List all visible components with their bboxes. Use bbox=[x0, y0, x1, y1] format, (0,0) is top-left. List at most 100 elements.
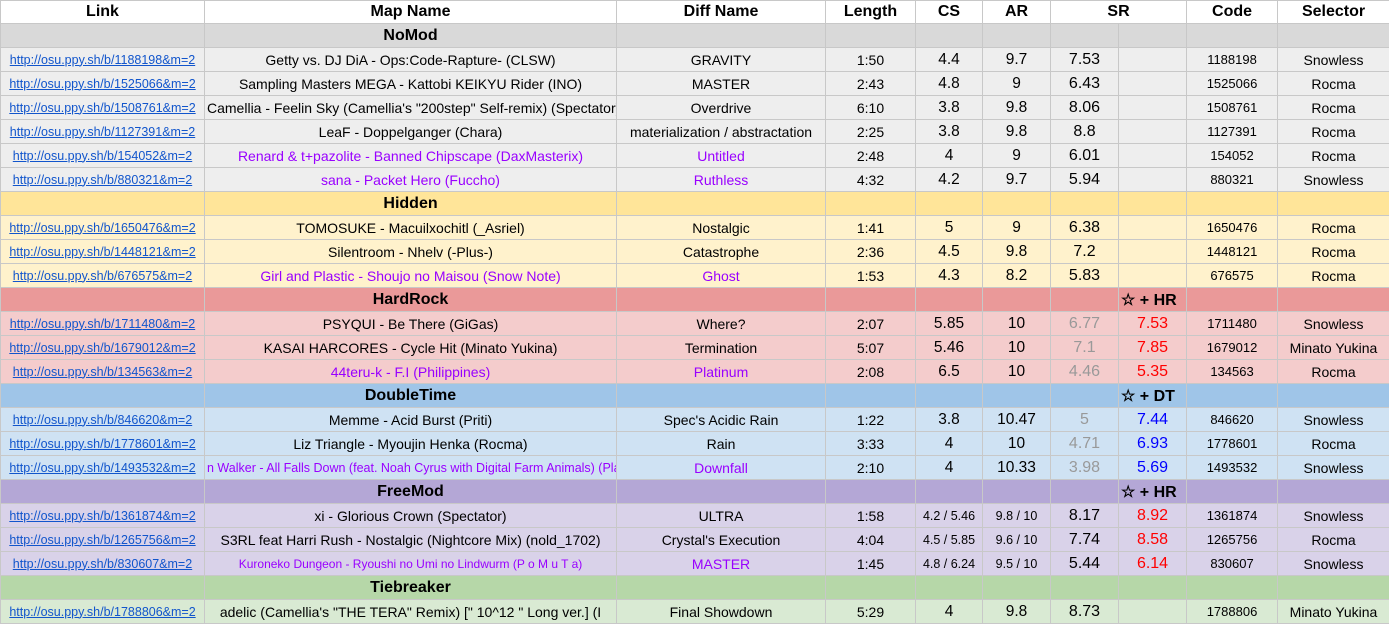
section-empty-cell[interactable] bbox=[1, 192, 205, 216]
section-empty-cell[interactable] bbox=[983, 288, 1051, 312]
section-empty-cell[interactable] bbox=[826, 480, 916, 504]
ar-cell[interactable]: 8.2 bbox=[983, 264, 1051, 288]
section-empty-cell[interactable] bbox=[916, 384, 983, 408]
sr-mod-cell[interactable] bbox=[1119, 48, 1187, 72]
ar-cell[interactable]: 9 bbox=[983, 72, 1051, 96]
section-empty-cell[interactable] bbox=[617, 288, 826, 312]
diff-name-cell[interactable]: Nostalgic bbox=[617, 216, 826, 240]
sr-mod-cell[interactable] bbox=[1119, 96, 1187, 120]
cs-cell[interactable]: 4 bbox=[916, 432, 983, 456]
sr-mod-cell[interactable]: 7.53 bbox=[1119, 312, 1187, 336]
section-empty-cell[interactable] bbox=[1, 480, 205, 504]
ar-cell[interactable]: 10 bbox=[983, 312, 1051, 336]
section-empty-cell[interactable] bbox=[1278, 384, 1389, 408]
section-empty-cell[interactable] bbox=[983, 480, 1051, 504]
selector-cell[interactable]: Rocma bbox=[1278, 72, 1389, 96]
sr-mod-cell[interactable] bbox=[1119, 600, 1187, 624]
selector-cell[interactable]: Rocma bbox=[1278, 264, 1389, 288]
selector-cell[interactable]: Rocma bbox=[1278, 360, 1389, 384]
sr-cell[interactable]: 8.73 bbox=[1051, 600, 1119, 624]
beatmap-link[interactable]: http://osu.ppy.sh/b/1265756&m=2 bbox=[9, 533, 195, 547]
col-header-map-name[interactable]: Map Name bbox=[205, 1, 617, 24]
beatmap-link[interactable]: http://osu.ppy.sh/b/1778601&m=2 bbox=[9, 437, 195, 451]
code-cell[interactable]: 1711480 bbox=[1187, 312, 1278, 336]
length-cell[interactable]: 6:10 bbox=[826, 96, 916, 120]
section-empty-cell[interactable] bbox=[1278, 24, 1389, 48]
sr-mod-cell[interactable]: 5.35 bbox=[1119, 360, 1187, 384]
section-empty-cell[interactable] bbox=[916, 24, 983, 48]
link-cell[interactable]: http://osu.ppy.sh/b/1650476&m=2 bbox=[1, 216, 205, 240]
diff-name-cell[interactable]: Ghost bbox=[617, 264, 826, 288]
map-name-cell[interactable]: xi - Glorious Crown (Spectator) bbox=[205, 504, 617, 528]
map-name-cell[interactable]: 44teru-k - F.I (Philippines) bbox=[205, 360, 617, 384]
section-empty-cell[interactable] bbox=[1187, 24, 1278, 48]
ar-cell[interactable]: 9.8 bbox=[983, 240, 1051, 264]
section-empty-cell[interactable] bbox=[617, 384, 826, 408]
section-empty-cell[interactable] bbox=[983, 24, 1051, 48]
sr-mod-cell[interactable] bbox=[1119, 120, 1187, 144]
selector-cell[interactable]: Snowless bbox=[1278, 312, 1389, 336]
ar-cell[interactable]: 10.33 bbox=[983, 456, 1051, 480]
code-cell[interactable]: 676575 bbox=[1187, 264, 1278, 288]
sr-cell[interactable]: 8.17 bbox=[1051, 504, 1119, 528]
section-empty-cell[interactable] bbox=[1051, 288, 1119, 312]
code-cell[interactable]: 1525066 bbox=[1187, 72, 1278, 96]
cs-cell[interactable]: 4 bbox=[916, 144, 983, 168]
sr-cell[interactable]: 7.53 bbox=[1051, 48, 1119, 72]
sr-mod-cell[interactable] bbox=[1119, 216, 1187, 240]
length-cell[interactable]: 3:33 bbox=[826, 432, 916, 456]
code-cell[interactable]: 830607 bbox=[1187, 552, 1278, 576]
col-header-code[interactable]: Code bbox=[1187, 1, 1278, 24]
section-empty-cell[interactable] bbox=[1278, 480, 1389, 504]
sr-cell[interactable]: 5.44 bbox=[1051, 552, 1119, 576]
cs-cell[interactable]: 4.3 bbox=[916, 264, 983, 288]
selector-cell[interactable]: Rocma bbox=[1278, 120, 1389, 144]
sr-cell[interactable]: 5.94 bbox=[1051, 168, 1119, 192]
beatmap-link[interactable]: http://osu.ppy.sh/b/1679012&m=2 bbox=[9, 341, 195, 355]
section-mod-marker[interactable] bbox=[1119, 24, 1187, 48]
section-title[interactable]: NoMod bbox=[205, 24, 617, 48]
link-cell[interactable]: http://osu.ppy.sh/b/676575&m=2 bbox=[1, 264, 205, 288]
section-empty-cell[interactable] bbox=[1051, 24, 1119, 48]
ar-cell[interactable]: 9 bbox=[983, 144, 1051, 168]
section-empty-cell[interactable] bbox=[1278, 192, 1389, 216]
section-mod-marker[interactable]: ☆ + DT bbox=[1119, 384, 1187, 408]
beatmap-link[interactable]: http://osu.ppy.sh/b/676575&m=2 bbox=[13, 269, 192, 283]
diff-name-cell[interactable]: Termination bbox=[617, 336, 826, 360]
col-header-cs[interactable]: CS bbox=[916, 1, 983, 24]
sr-cell[interactable]: 3.98 bbox=[1051, 456, 1119, 480]
section-empty-cell[interactable] bbox=[826, 288, 916, 312]
section-title[interactable]: FreeMod bbox=[205, 480, 617, 504]
selector-cell[interactable]: Snowless bbox=[1278, 456, 1389, 480]
section-empty-cell[interactable] bbox=[826, 576, 916, 600]
length-cell[interactable]: 2:10 bbox=[826, 456, 916, 480]
section-empty-cell[interactable] bbox=[617, 576, 826, 600]
selector-cell[interactable]: Minato Yukina bbox=[1278, 336, 1389, 360]
cs-cell[interactable]: 5.46 bbox=[916, 336, 983, 360]
ar-cell[interactable]: 9.5 / 10 bbox=[983, 552, 1051, 576]
section-mod-marker[interactable]: ☆ + HR bbox=[1119, 480, 1187, 504]
section-title[interactable]: Tiebreaker bbox=[205, 576, 617, 600]
sr-cell[interactable]: 7.2 bbox=[1051, 240, 1119, 264]
beatmap-link[interactable]: http://osu.ppy.sh/b/1127391&m=2 bbox=[10, 125, 195, 139]
beatmap-link[interactable]: http://osu.ppy.sh/b/1188198&m=2 bbox=[10, 53, 195, 67]
cs-cell[interactable]: 4.4 bbox=[916, 48, 983, 72]
selector-cell[interactable]: Snowless bbox=[1278, 48, 1389, 72]
section-title[interactable]: DoubleTime bbox=[205, 384, 617, 408]
section-title[interactable]: HardRock bbox=[205, 288, 617, 312]
selector-cell[interactable]: Snowless bbox=[1278, 408, 1389, 432]
diff-name-cell[interactable]: Ruthless bbox=[617, 168, 826, 192]
length-cell[interactable]: 2:43 bbox=[826, 72, 916, 96]
cs-cell[interactable]: 3.8 bbox=[916, 408, 983, 432]
cs-cell[interactable]: 4 bbox=[916, 600, 983, 624]
map-name-cell[interactable]: Getty vs. DJ DiA - Ops:Code-Rapture- (CL… bbox=[205, 48, 617, 72]
beatmap-link[interactable]: http://osu.ppy.sh/b/1508761&m=2 bbox=[9, 101, 195, 115]
diff-name-cell[interactable]: MASTER bbox=[617, 72, 826, 96]
selector-cell[interactable]: Rocma bbox=[1278, 432, 1389, 456]
sr-cell[interactable]: 8.8 bbox=[1051, 120, 1119, 144]
code-cell[interactable]: 1679012 bbox=[1187, 336, 1278, 360]
ar-cell[interactable]: 10 bbox=[983, 360, 1051, 384]
col-header-link[interactable]: Link bbox=[1, 1, 205, 24]
beatmap-link[interactable]: http://osu.ppy.sh/b/134563&m=2 bbox=[13, 365, 192, 379]
length-cell[interactable]: 2:08 bbox=[826, 360, 916, 384]
